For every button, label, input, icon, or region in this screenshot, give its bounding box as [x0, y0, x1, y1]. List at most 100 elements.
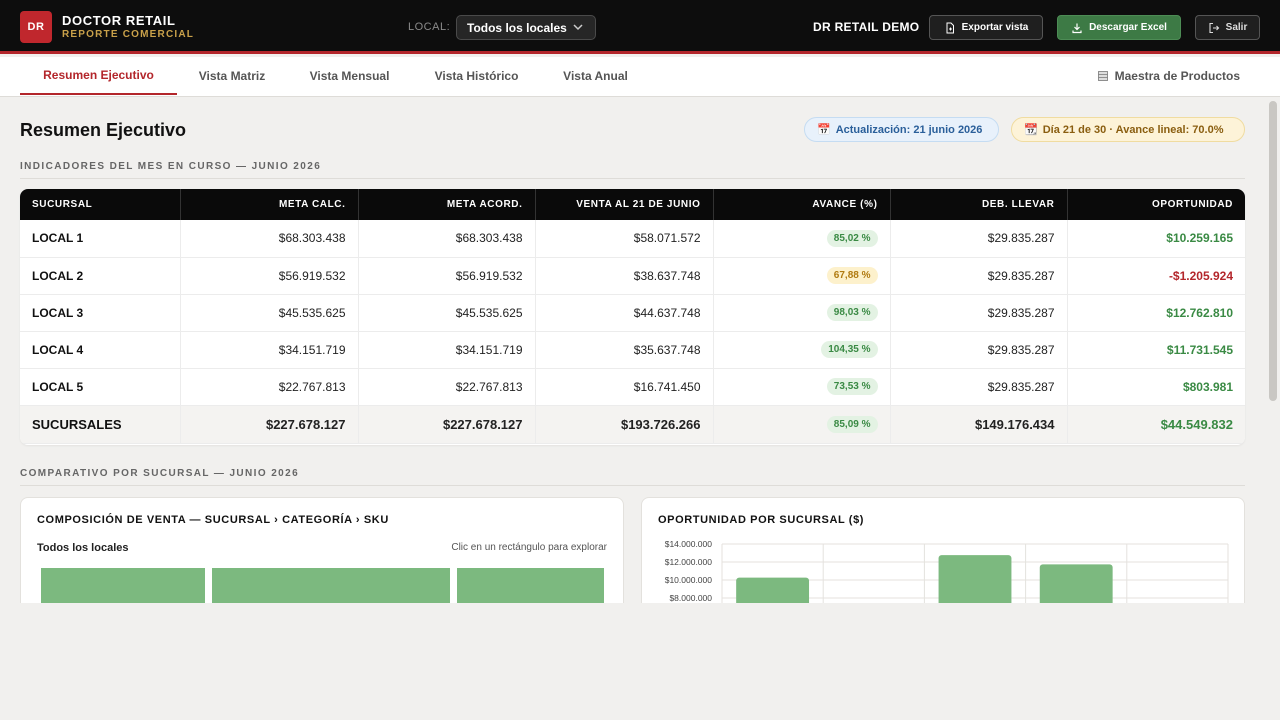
meta-acord-cell: $45.535.625 — [358, 294, 536, 332]
export-view-button[interactable]: Exportar vista — [929, 15, 1043, 40]
treemap-scope-label: Todos los locales — [37, 542, 129, 554]
tab-vista-mensual[interactable]: Vista Mensual — [309, 69, 390, 83]
document-icon — [946, 22, 954, 33]
brand-name: DOCTOR RETAIL — [62, 13, 176, 28]
progress-badge: 📆 Día 21 de 30 · Avance lineal: 70.0% — [1011, 117, 1245, 142]
download-icon — [1072, 23, 1082, 33]
update-date-text: Actualización: 21 junio 2026 — [835, 123, 983, 136]
page-background — [0, 603, 1266, 720]
local-select[interactable]: Todos los locales — [456, 15, 596, 40]
oportunidad-cell: $10.259.165 — [1067, 220, 1245, 258]
brand-logo: DR — [20, 11, 52, 43]
meta-acord-cell: $68.303.438 — [358, 220, 536, 258]
table-row[interactable]: LOCAL 2 $56.919.532 $56.919.532 $38.637.748… — [20, 257, 1245, 295]
table-row[interactable]: LOCAL 3 $45.535.625 $45.535.625 $44.637.748… — [20, 294, 1245, 332]
oportunidad-cell: $803.981 — [1067, 368, 1245, 406]
local-filter-label: LOCAL: — [408, 21, 451, 33]
tab-vista-matriz[interactable]: Vista Matriz — [198, 69, 266, 83]
column-header[interactable]: OPORTUNIDAD — [1067, 189, 1245, 220]
column-header[interactable]: META ACORD. — [358, 189, 536, 220]
scrollbar-thumb[interactable] — [1269, 101, 1277, 401]
deb-cell: $149.176.434 — [890, 404, 1068, 444]
exit-button[interactable]: Salir — [1195, 15, 1260, 40]
venta-cell: $35.637.748 — [535, 331, 714, 369]
name-cell: LOCAL 3 — [20, 294, 181, 332]
y-tick-label: $14.000.000 — [665, 539, 713, 549]
logout-icon — [1209, 22, 1219, 33]
venta-cell: $193.726.266 — [535, 404, 714, 444]
name-cell: SUCURSALES — [20, 404, 181, 444]
table-total-row[interactable]: SUCURSALES $227.678.127 $227.678.127 $193.7… — [20, 404, 1245, 444]
indicators-table: SUCURSAL META CALC. META ACORD. VENTA AL… — [20, 189, 1245, 445]
tab-resumen-ejecutivo[interactable]: Resumen Ejecutivo — [20, 57, 177, 95]
bar-local-3[interactable] — [938, 555, 1012, 617]
progress-text: Día 21 de 30 · Avance lineal: 70.0% — [1042, 123, 1224, 136]
oportunidad-cell: $11.731.545 — [1067, 331, 1245, 369]
calendar-icon: 📆 — [1024, 124, 1038, 136]
local-select-value: Todos los locales — [467, 20, 567, 35]
avance-cell: 85,02 % — [713, 220, 891, 258]
exit-label: Salir — [1225, 22, 1248, 33]
tab-maestra-productos-label: Maestra de Productos — [1114, 69, 1240, 83]
deb-cell: $29.835.287 — [890, 331, 1068, 369]
page-title: Resumen Ejecutivo — [20, 120, 187, 140]
name-cell: LOCAL 5 — [20, 368, 181, 406]
venta-cell: $58.071.572 — [535, 220, 714, 258]
download-excel-button[interactable]: Descargar Excel — [1057, 15, 1181, 40]
chart-title: OPORTUNIDAD POR SUCURSAL ($) — [658, 514, 865, 526]
venta-cell: $16.741.450 — [535, 368, 714, 406]
meta-calc-cell: $227.678.127 — [180, 404, 359, 444]
meta-calc-cell: $34.151.719 — [180, 331, 359, 369]
opportunity-chart-card: OPORTUNIDAD POR SUCURSAL ($) $14.000.000… — [641, 497, 1245, 617]
section-divider — [20, 485, 1245, 486]
section-compare-label: COMPARATIVO POR SUCURSAL — JUNIO 2026 — [20, 468, 300, 479]
column-header[interactable]: META CALC. — [180, 189, 359, 220]
tab-vista-anual[interactable]: Vista Anual — [563, 69, 628, 83]
y-tick-label: $12.000.000 — [665, 557, 713, 567]
export-view-label: Exportar vista — [961, 22, 1029, 33]
avance-cell: 98,03 % — [713, 294, 891, 332]
venta-cell: $44.637.748 — [535, 294, 714, 332]
top-bar: DR DOCTOR RETAIL REPORTE COMERCIAL LOCAL… — [0, 0, 1280, 54]
meta-acord-cell: $22.767.813 — [358, 368, 536, 406]
treemap-hint: Clic en un rectángulo para explorar — [451, 542, 607, 553]
chevron-down-icon — [573, 24, 583, 31]
venta-cell: $38.637.748 — [535, 257, 714, 295]
tab-bar: Resumen Ejecutivo Vista Matriz Vista Men… — [0, 57, 1280, 97]
table-icon — [1097, 71, 1108, 81]
avance-badge: 98,03 % — [826, 304, 878, 321]
tab-maestra-productos[interactable]: Maestra de Productos — [1097, 57, 1240, 95]
section-indicators-label: INDICADORES DEL MES EN CURSO — JUNIO 202… — [20, 161, 322, 172]
avance-cell: 104,35 % — [713, 331, 891, 369]
table-row[interactable]: LOCAL 4 $34.151.719 $34.151.719 $35.637.748… — [20, 331, 1245, 369]
column-header[interactable]: VENTA AL 21 DE JUNIO — [535, 189, 714, 220]
table-header-row: SUCURSAL META CALC. META ACORD. VENTA AL… — [20, 189, 1245, 220]
column-header[interactable]: DEB. LLEVAR — [890, 189, 1068, 220]
section-divider — [20, 178, 1245, 179]
meta-acord-cell: $34.151.719 — [358, 331, 536, 369]
column-header[interactable]: SUCURSAL — [20, 189, 181, 220]
meta-calc-cell: $45.535.625 — [180, 294, 359, 332]
avance-badge: 73,53 % — [826, 378, 878, 395]
tab-vista-historico[interactable]: Vista Histórico — [434, 69, 519, 83]
meta-acord-cell: $56.919.532 — [358, 257, 536, 295]
deb-cell: $29.835.287 — [890, 220, 1068, 258]
avance-cell: 67,88 % — [713, 257, 891, 295]
table-row[interactable]: LOCAL 5 $22.767.813 $22.767.813 $16.741.450… — [20, 368, 1245, 406]
name-cell: LOCAL 4 — [20, 331, 181, 369]
meta-calc-cell: $22.767.813 — [180, 368, 359, 406]
column-header[interactable]: AVANCE (%) — [713, 189, 891, 220]
meta-calc-cell: $56.919.532 — [180, 257, 359, 295]
sales-composition-card: COMPOSICIÓN DE VENTA — SUCURSAL › CATEGO… — [20, 497, 624, 617]
vertical-scrollbar[interactable] — [1266, 97, 1280, 603]
oportunidad-cell: $44.549.832 — [1067, 404, 1245, 444]
y-tick-label: $8.000.000 — [669, 593, 712, 603]
name-cell: LOCAL 2 — [20, 257, 181, 295]
table-row[interactable]: LOCAL 1 $68.303.438 $68.303.438 $58.071.572… — [20, 220, 1245, 258]
avance-badge: 104,35 % — [821, 341, 878, 358]
y-tick-label: $10.000.000 — [665, 575, 713, 585]
avance-badge: 85,02 % — [826, 229, 878, 247]
user-name: DR RETAIL DEMO — [813, 20, 920, 34]
brand-subtitle: REPORTE COMERCIAL — [62, 29, 195, 40]
card-title: COMPOSICIÓN DE VENTA — SUCURSAL › CATEGO… — [37, 514, 389, 526]
